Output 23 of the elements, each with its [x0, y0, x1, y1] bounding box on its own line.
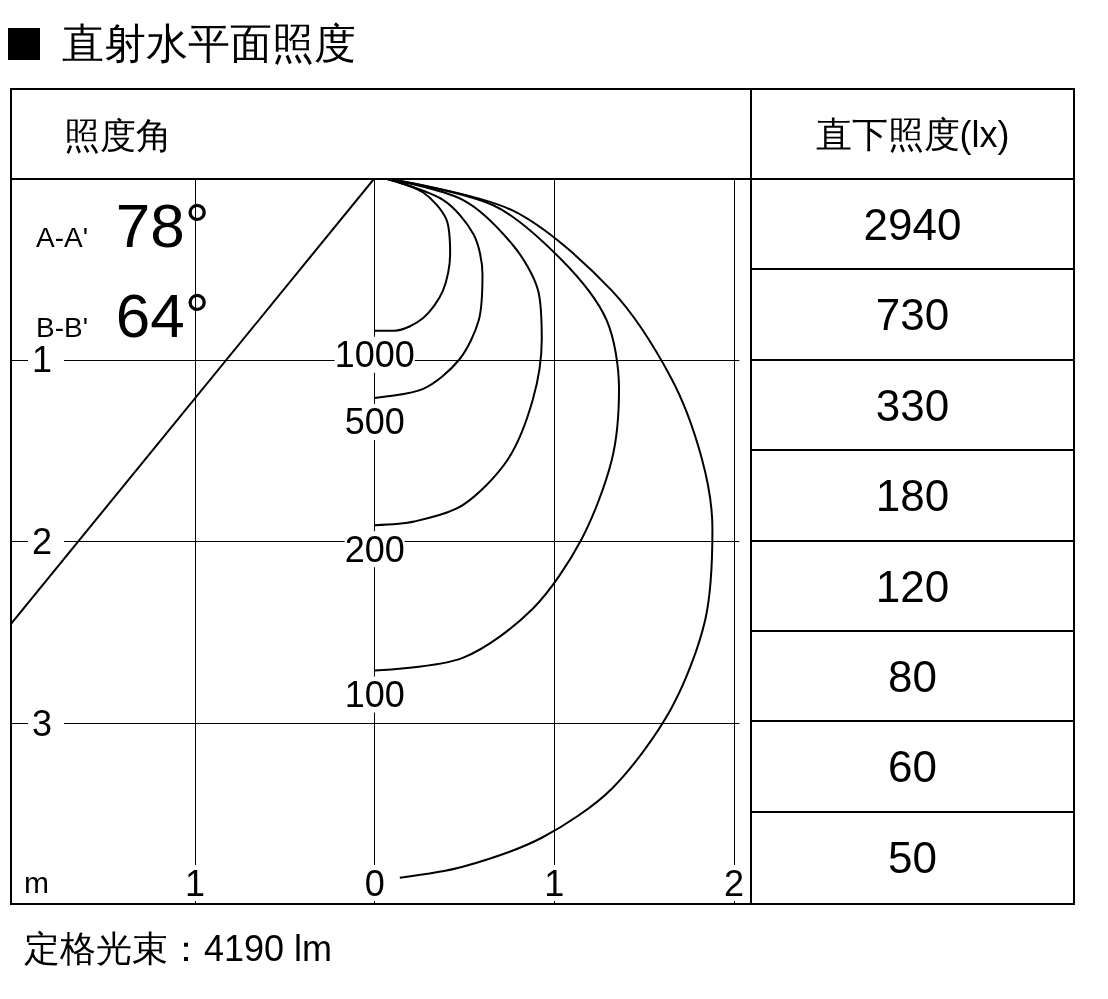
- text: 330: [752, 360, 1073, 452]
- text: 180: [752, 451, 1073, 542]
- annotation: 500: [344, 401, 405, 443]
- x-tick-label: 0: [364, 862, 385, 904]
- chart-title: 直射水平面照度: [62, 19, 356, 69]
- y-tick-label: 2: [32, 521, 53, 562]
- annotation: 200: [344, 528, 405, 570]
- annotation: 1000: [334, 334, 415, 376]
- y-tick-label: 3: [32, 702, 53, 744]
- text: 定格光束：4190 lm: [24, 927, 333, 971]
- x-tick-label: 1: [544, 862, 565, 904]
- text: 50: [887, 831, 938, 884]
- text: 2940: [752, 180, 1073, 271]
- x-tick-label: 2: [723, 862, 744, 904]
- text: 直下照度(lx): [752, 90, 1073, 180]
- text: 120: [752, 541, 1073, 632]
- x-axis-title: m: [24, 865, 49, 899]
- annotation: 100: [344, 674, 405, 716]
- text: 730: [752, 270, 1073, 361]
- x-tick-label: 1: [185, 862, 206, 904]
- text: 60: [752, 722, 1073, 813]
- text: 照度角: [64, 114, 172, 158]
- text: 80: [752, 631, 1073, 723]
